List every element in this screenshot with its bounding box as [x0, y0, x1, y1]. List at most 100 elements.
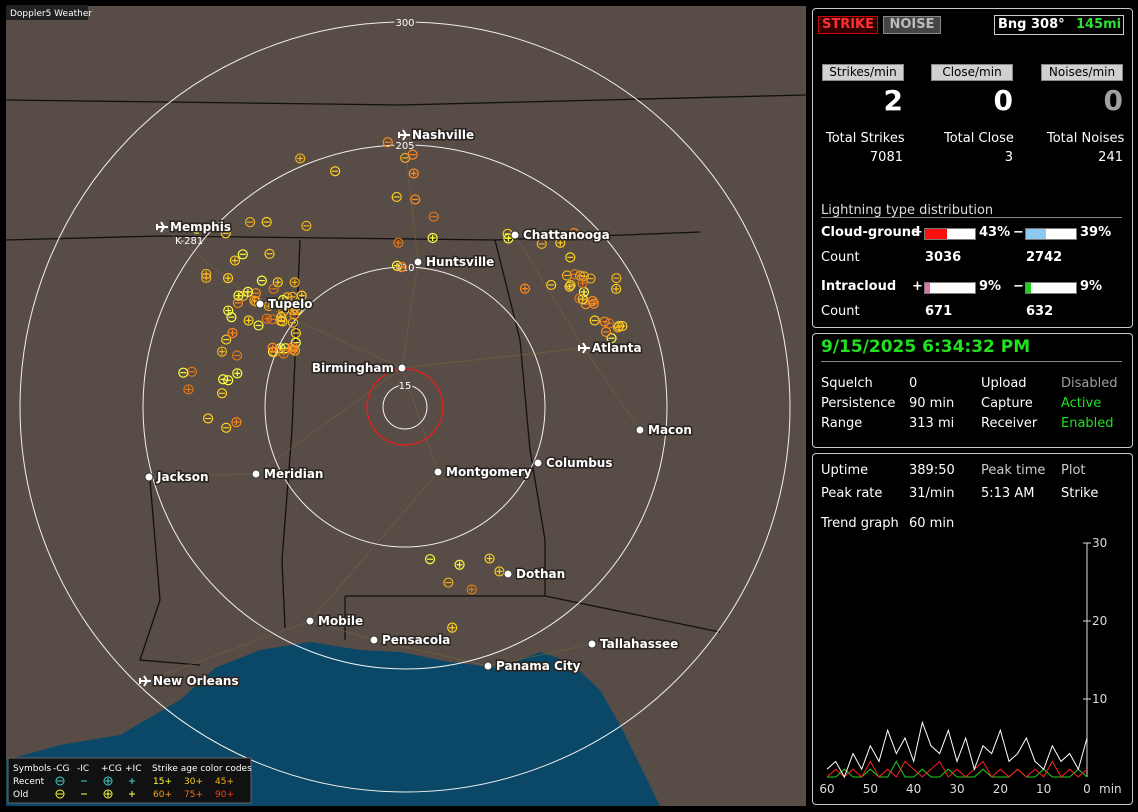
- city-dot: [255, 299, 265, 309]
- strike-symbol: [606, 333, 617, 344]
- total-value: 7081: [869, 150, 903, 165]
- x-tick-label: 0: [1083, 782, 1091, 796]
- strike-symbol: [429, 234, 436, 241]
- strike-symbol: [221, 422, 232, 433]
- strike-symbol: [231, 257, 238, 264]
- city-dot: [510, 230, 520, 240]
- strike-symbol: [244, 288, 251, 295]
- strike-symbol: [449, 624, 456, 631]
- city-label: Nashville: [412, 128, 474, 142]
- y-tick-label: 20: [1092, 614, 1107, 628]
- city-dot: [397, 363, 407, 373]
- rate-value: 0: [993, 84, 1013, 117]
- legend-symbol: [103, 776, 113, 786]
- total-value: 3: [1004, 150, 1013, 165]
- strike-symbol: [613, 320, 625, 332]
- strike-symbol: [565, 279, 576, 291]
- strike-symbol: [216, 346, 228, 357]
- strike-symbol: [225, 307, 232, 314]
- strike-symbol: [287, 317, 299, 328]
- legend-symbol: [55, 776, 65, 786]
- setting-label: Receiver: [981, 416, 1038, 431]
- airport-icon: [398, 129, 410, 141]
- title-box: [6, 5, 88, 20]
- strike-symbol: [569, 269, 580, 280]
- trend-graph: 10 20 30 60 50 40 30 20 10 0 min: [819, 536, 1121, 796]
- strike-symbol: [253, 320, 264, 331]
- strike-symbol: [546, 279, 557, 291]
- strike-symbol: [611, 283, 622, 295]
- strike-symbol: [233, 419, 240, 426]
- strike-symbol: [265, 303, 272, 310]
- marker-label: K-281: [175, 236, 203, 247]
- x-tick-label: 30: [949, 782, 964, 796]
- x-tick-label: 40: [906, 782, 921, 796]
- strike-symbol: [555, 237, 566, 248]
- strike-symbol: [289, 306, 296, 313]
- strike-symbol: [225, 275, 232, 282]
- strike-symbol: [587, 295, 598, 307]
- strike-symbol: [466, 584, 477, 595]
- stat-label: Peak time: [981, 463, 1046, 478]
- stats-panel: [812, 453, 1133, 805]
- percent-bar: [925, 283, 930, 293]
- percent-bar: [1026, 283, 1031, 293]
- count-value: 3036: [925, 250, 962, 265]
- strike-symbol: [278, 348, 289, 359]
- strike-symbol: [580, 289, 587, 296]
- range-ring: [142, 144, 668, 670]
- range-ring: [264, 266, 546, 548]
- setting-value: 0: [909, 376, 918, 391]
- strike-symbol: [287, 341, 298, 353]
- strike-symbol: [393, 237, 404, 248]
- count-value: 671: [925, 304, 953, 319]
- legend-symbol: [55, 789, 65, 799]
- divider: [821, 361, 1122, 362]
- stat-label: Plot: [1061, 463, 1086, 478]
- datetime: 9/15/2025 6:34:32 PM: [821, 337, 1031, 357]
- strike-symbol: [604, 318, 615, 329]
- strike-symbol: [277, 301, 284, 308]
- strike-symbol: [454, 559, 465, 570]
- rate-value: 0: [1103, 84, 1123, 117]
- count-value: 632: [1026, 304, 1054, 319]
- strike-symbol: [557, 239, 564, 246]
- strike-symbol: [178, 367, 189, 378]
- strike-symbol: [519, 283, 531, 294]
- strike-symbol: [269, 344, 276, 351]
- strike-symbol: [443, 577, 454, 588]
- percent-bar: [1026, 229, 1046, 239]
- strike-symbol: [232, 368, 243, 379]
- noise-button[interactable]: NOISE: [883, 16, 941, 34]
- rate-label: Noises/min: [1041, 64, 1123, 81]
- strike-symbol: [185, 386, 192, 393]
- city-dot: [251, 469, 261, 479]
- bar-track: [1025, 228, 1077, 240]
- city-label: Meridian: [264, 467, 323, 481]
- strike-symbol: [244, 216, 256, 228]
- count-label: Count: [821, 250, 860, 265]
- app-title: Doppler5 Weather: [10, 9, 92, 19]
- distance: 145mi: [1076, 17, 1122, 32]
- strike-button[interactable]: STRIKE: [818, 16, 878, 34]
- strike-symbol: [589, 315, 600, 326]
- strike-symbol: [267, 342, 278, 353]
- setting-value: Disabled: [1061, 376, 1118, 391]
- setting-label: Squelch: [821, 376, 873, 391]
- strike-symbol: [600, 326, 612, 338]
- city-label: Jackson: [156, 470, 209, 484]
- rate-value: 2: [883, 84, 903, 117]
- strike-symbol: [242, 286, 254, 297]
- strike-symbol: [410, 170, 417, 177]
- strike-symbol: [245, 317, 252, 324]
- setting-value: Enabled: [1061, 416, 1114, 431]
- strike-symbol: [235, 292, 242, 299]
- legend-symbol: [105, 778, 111, 784]
- strike-symbol: [261, 216, 272, 228]
- strike-symbol: [407, 149, 418, 160]
- x-tick-label: 20: [993, 782, 1008, 796]
- city-label: New Orleans: [153, 674, 239, 688]
- legend-age: 90+: [215, 790, 234, 800]
- strike-symbol: [579, 280, 586, 287]
